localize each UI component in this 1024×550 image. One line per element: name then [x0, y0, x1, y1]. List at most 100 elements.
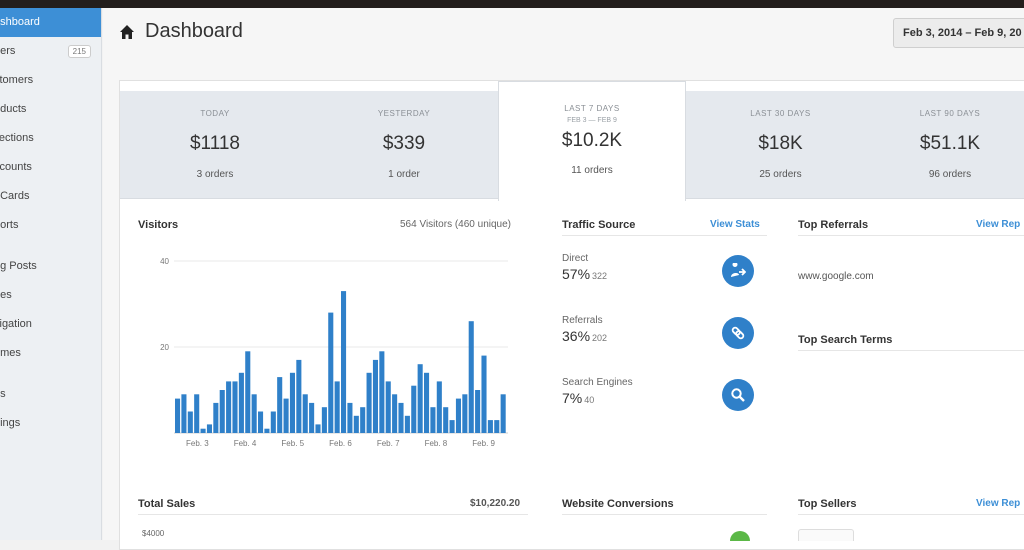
stat-orders: 3 orders [196, 169, 234, 180]
sidebar-item-9[interactable]: ges [0, 281, 101, 310]
website-conversions-title: Website Conversions [562, 498, 674, 510]
sidebar-item-label: stomers [0, 74, 34, 86]
visitor-bar [455, 398, 462, 433]
sidebar-item-11[interactable]: emes [0, 339, 101, 368]
sidebar: ashboard ders 215 stomers oducts llections sco… [0, 8, 102, 540]
sidebar-item-2[interactable]: stomers [0, 66, 101, 95]
sidebar-item-7[interactable]: ports [0, 211, 101, 240]
stat-value: $51.1K [919, 133, 981, 154]
sidebar-item-label: ashboard [0, 16, 40, 28]
stat-tab-last-30-days[interactable]: LAST 30 DAYS $18K 25 orders [686, 91, 875, 199]
stat-tab-last-90-days[interactable]: LAST 90 DAYS $51.1K 96 orders [875, 91, 1024, 199]
stat-label: LAST 30 DAYS [750, 109, 811, 118]
sidebar-item-6[interactable]: t Cards [0, 182, 101, 211]
sidebar-item-label: ttings [0, 417, 21, 429]
sidebar-gap [0, 368, 101, 380]
sidebar-item-label: ders [0, 45, 16, 57]
stat-tab-today[interactable]: TODAY $1118 3 orders [120, 91, 310, 199]
sidebar-item-4[interactable]: llections [0, 124, 101, 153]
visitor-bar [443, 407, 449, 433]
referral-item[interactable]: www.google.com [798, 271, 874, 282]
visitor-bar [462, 394, 468, 433]
user-arrow-icon[interactable] [722, 255, 754, 287]
sidebar-item-1[interactable]: ders 215 [0, 37, 101, 66]
sidebar-item-13[interactable]: ttings [0, 409, 101, 438]
search-icon[interactable] [722, 379, 754, 411]
visitor-bar [200, 428, 206, 433]
visitor-bar [232, 381, 238, 433]
visitor-bar [398, 402, 404, 433]
stat-orders: 25 orders [759, 169, 802, 180]
x-tick-label: Feb. 3 [186, 439, 209, 448]
view-sellers-link[interactable]: View Rep [976, 498, 1021, 509]
traffic-source-value: 57% 322 [562, 266, 607, 282]
visitor-bar [238, 372, 244, 433]
orders-count-badge: 215 [67, 45, 91, 58]
date-range-picker[interactable]: Feb 3, 2014 – Feb 9, 20 [893, 18, 1024, 48]
total-sales-title: Total Sales [138, 498, 196, 510]
traffic-source-value: 36% 202 [562, 328, 607, 344]
visitor-bar [213, 402, 219, 433]
y-tick-label: 40 [160, 257, 169, 266]
visitor-bar [321, 407, 327, 433]
sidebar-item-label: ports [0, 219, 19, 231]
visitor-bar [251, 394, 257, 433]
window-top-bar [0, 0, 1024, 8]
sales-axis-tick: $4000 [142, 529, 165, 538]
traffic-source-title: Traffic Source [562, 219, 636, 231]
sidebar-item-3[interactable]: oducts [0, 95, 101, 124]
divider [798, 350, 1024, 351]
divider [562, 514, 767, 515]
sidebar-item-label: ges [0, 289, 12, 301]
divider [798, 514, 1024, 515]
y-tick-label: 20 [160, 343, 169, 352]
stat-orders: 96 orders [928, 169, 972, 180]
visitor-bar [436, 381, 442, 433]
visitor-bar [194, 394, 200, 433]
link-icon[interactable] [722, 317, 754, 349]
stat-tab-last-7-days[interactable]: LAST 7 DAYS FEB 3 — FEB 9 $10.2K 11 orders [498, 81, 686, 201]
visitor-bar [411, 385, 417, 433]
visitor-bar [487, 420, 493, 433]
view-referrals-link[interactable]: View Rep [976, 219, 1021, 230]
x-tick-label: Feb. 6 [329, 439, 352, 448]
visitor-bar [289, 372, 296, 433]
visitor-bar [226, 381, 232, 433]
view-stats-link[interactable]: View Stats [710, 219, 760, 230]
stat-orders: 11 orders [571, 165, 613, 176]
dashboard-card: TODAY $1118 3 orders YESTERDAY $339 1 order LA… [119, 80, 1024, 550]
page-title: Dashboard [145, 20, 243, 42]
traffic-source-label: Direct [562, 253, 589, 264]
x-tick-label: Feb. 4 [234, 439, 257, 448]
stat-value: $1118 [189, 133, 240, 154]
visitors-chart: 40 20 Feb. 3 Feb. 4 Feb. 5 Feb. 6 Feb. 7 Feb. 8… [160, 257, 508, 448]
stat-label: LAST 7 DAYS [564, 104, 620, 113]
stat-label: TODAY [200, 109, 230, 118]
sidebar-item-0[interactable]: ashboard [0, 8, 101, 37]
stat-tab-yesterday[interactable]: YESTERDAY $339 1 order [310, 91, 498, 199]
visitor-bar [449, 420, 455, 433]
stat-orders: 1 order [388, 169, 420, 180]
visitor-bar [500, 394, 506, 433]
sidebar-item-label: og Posts [0, 260, 37, 272]
visitors-title: Visitors [138, 219, 179, 231]
visitor-bar [353, 415, 359, 433]
x-tick-label: Feb. 7 [377, 439, 400, 448]
sidebar-item-8[interactable]: og Posts [0, 252, 101, 281]
sidebar-item-label: t Cards [0, 190, 30, 202]
sidebar-item-10[interactable]: vigation [0, 310, 101, 339]
visitor-bar [219, 390, 225, 433]
visitor-bar [494, 420, 500, 433]
traffic-count: 202 [592, 333, 608, 343]
sidebar-item-12[interactable]: ps [0, 380, 101, 409]
visitor-bar [385, 381, 391, 433]
visitor-bar [206, 424, 213, 433]
stat-value: $18K [758, 133, 803, 154]
visitor-bar [468, 321, 474, 433]
visitor-bar [404, 415, 410, 433]
x-tick-label: Feb. 8 [425, 439, 448, 448]
stat-date-range: FEB 3 — FEB 9 [567, 117, 617, 124]
page-header: Dashboard Feb 3, 2014 – Feb 9, 20 [103, 8, 1024, 58]
sidebar-item-label: emes [0, 347, 21, 359]
